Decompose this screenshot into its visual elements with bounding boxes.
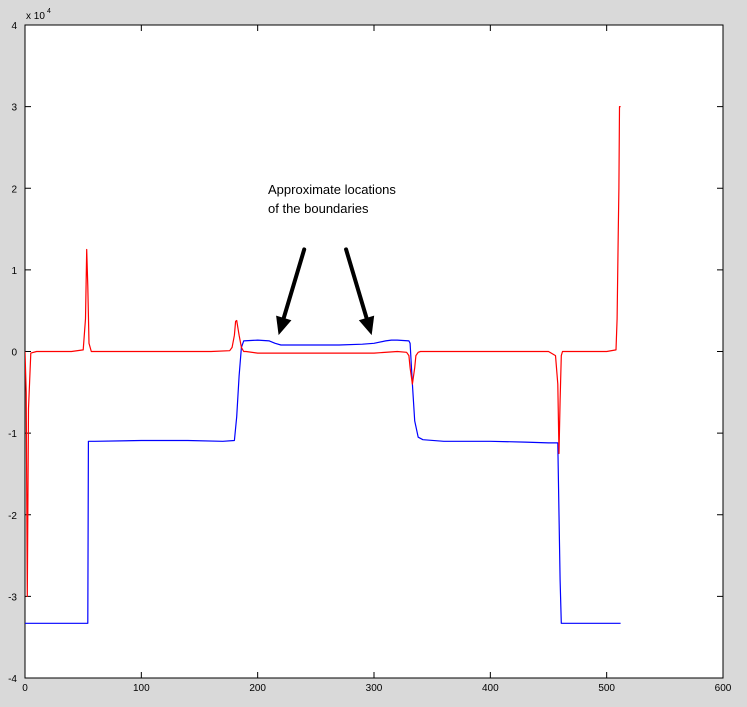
y-tick-label: 3 <box>11 103 17 114</box>
series-line-1 <box>25 105 621 598</box>
x-tick-label: 0 <box>22 683 28 694</box>
series-layer <box>25 105 621 624</box>
annotation-arrow-shaft-0 <box>281 247 307 320</box>
y-tick-label: -2 <box>8 511 17 522</box>
annotation-line-1: Approximate locations <box>268 182 396 197</box>
annotation-arrow-head-0 <box>276 315 292 336</box>
annotation-line-2: of the boundaries <box>268 201 369 216</box>
y-tick-label: 4 <box>11 21 17 32</box>
x-tick-label: 400 <box>482 683 499 694</box>
y-tick-label: -1 <box>8 429 17 440</box>
y-tick-label: 1 <box>11 266 17 277</box>
axis-ticks: 0 100 200 300 400 500 600 -4 -3 -2 -1 0 1 2 3 4 <box>8 21 732 694</box>
y-tick-label: 2 <box>11 184 17 195</box>
x-tick-label: 600 <box>715 683 732 694</box>
annotation-arrow-shaft-1 <box>344 247 369 320</box>
annotation: Approximate locations of the boundaries <box>268 182 396 336</box>
x-tick-label: 300 <box>366 683 383 694</box>
series-line-0 <box>25 339 621 624</box>
x-tick-label: 100 <box>133 683 150 694</box>
y-multiplier-label: x 10 <box>26 11 45 22</box>
y-tick-label: 0 <box>11 348 17 359</box>
x-tick-label: 500 <box>598 683 615 694</box>
y-tick-label: -3 <box>8 592 17 603</box>
annotation-arrow-head-1 <box>358 315 375 336</box>
y-multiplier-exponent: 4 <box>47 8 51 15</box>
x-tick-label: 200 <box>249 683 266 694</box>
y-tick-label: -4 <box>8 674 17 685</box>
